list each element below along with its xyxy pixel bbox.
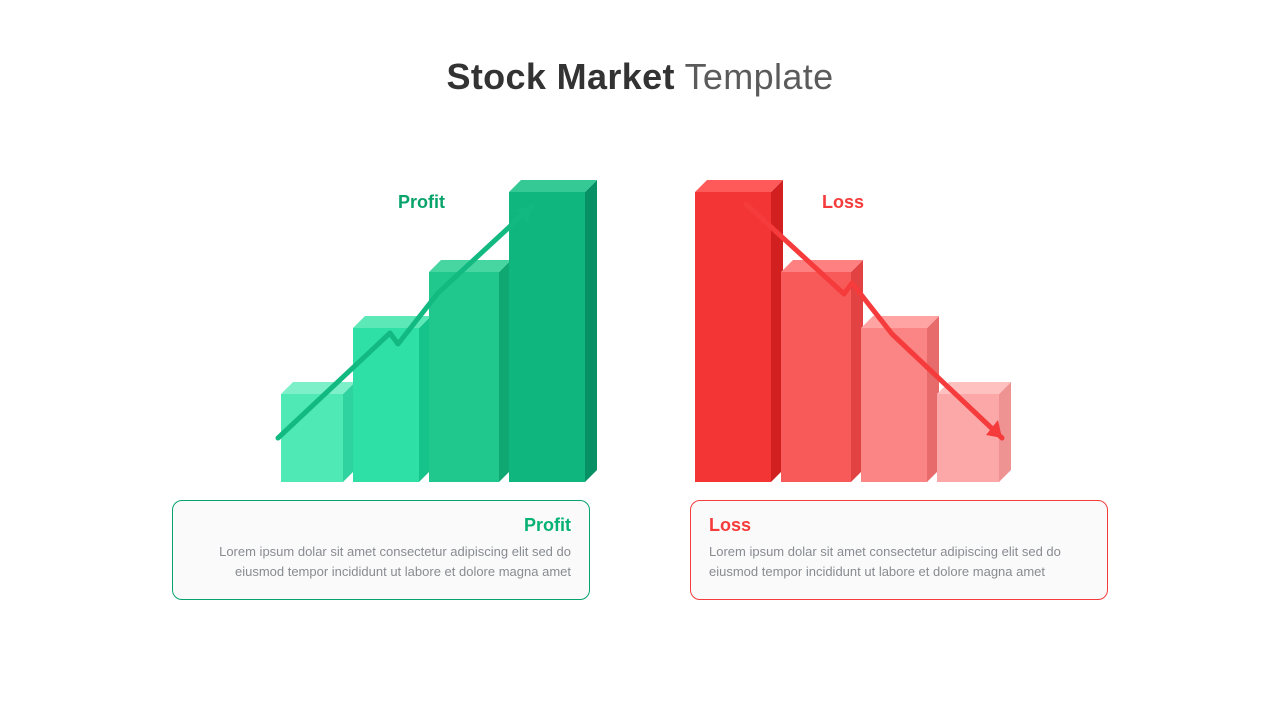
bar — [781, 272, 851, 482]
loss-box-body: Lorem ipsum dolar sit amet consectetur a… — [709, 542, 1089, 581]
profit-bars — [268, 182, 598, 482]
charts-row: Profit Loss — [0, 180, 1280, 482]
loss-bars — [682, 182, 1012, 482]
bar — [429, 272, 499, 482]
loss-box-title: Loss — [709, 515, 1089, 536]
bar — [509, 192, 585, 482]
loss-chart: Loss — [682, 180, 1012, 482]
profit-chart: Profit — [268, 180, 598, 482]
title-bold: Stock Market — [446, 56, 674, 97]
loss-chart-label: Loss — [822, 192, 864, 213]
page-title: Stock Market Template — [0, 56, 1280, 98]
bar — [937, 394, 999, 482]
page: Stock Market Template Profit Loss Profit… — [0, 0, 1280, 720]
bar — [861, 328, 927, 482]
profit-box-body: Lorem ipsum dolar sit amet consectetur a… — [191, 542, 571, 581]
profit-box: Profit Lorem ipsum dolar sit amet consec… — [172, 500, 590, 600]
title-light: Template — [675, 56, 834, 97]
profit-box-title: Profit — [191, 515, 571, 536]
bar — [695, 192, 771, 482]
bar — [281, 394, 343, 482]
description-row: Profit Lorem ipsum dolar sit amet consec… — [0, 500, 1280, 600]
loss-box: Loss Lorem ipsum dolar sit amet consecte… — [690, 500, 1108, 600]
bar — [353, 328, 419, 482]
profit-chart-label: Profit — [398, 192, 445, 213]
